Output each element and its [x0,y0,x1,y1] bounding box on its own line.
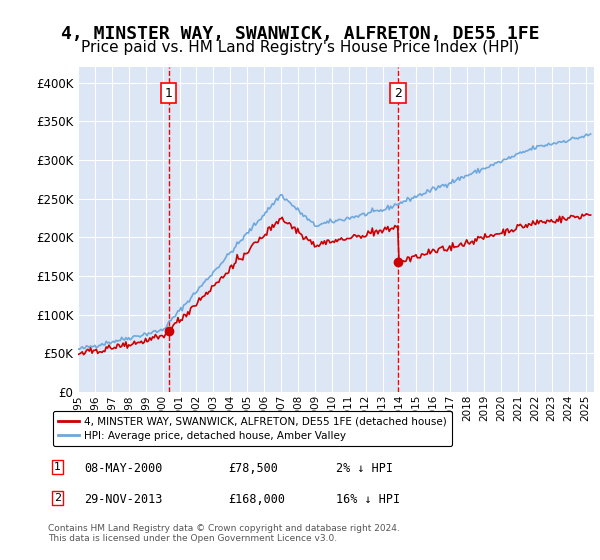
Text: 2% ↓ HPI: 2% ↓ HPI [336,462,393,475]
Text: 1: 1 [164,87,172,100]
Text: 08-MAY-2000: 08-MAY-2000 [84,462,163,475]
Text: 29-NOV-2013: 29-NOV-2013 [84,493,163,506]
Text: 1: 1 [54,462,61,472]
Text: 4, MINSTER WAY, SWANWICK, ALFRETON, DE55 1FE: 4, MINSTER WAY, SWANWICK, ALFRETON, DE55… [61,25,539,43]
Legend: 4, MINSTER WAY, SWANWICK, ALFRETON, DE55 1FE (detached house), HPI: Average pric: 4, MINSTER WAY, SWANWICK, ALFRETON, DE55… [53,411,452,446]
Text: 16% ↓ HPI: 16% ↓ HPI [336,493,400,506]
Text: Contains HM Land Registry data © Crown copyright and database right 2024.
This d: Contains HM Land Registry data © Crown c… [48,524,400,543]
Text: 2: 2 [54,493,61,503]
Text: Price paid vs. HM Land Registry's House Price Index (HPI): Price paid vs. HM Land Registry's House … [81,40,519,55]
Text: £168,000: £168,000 [228,493,285,506]
Text: 2: 2 [394,87,402,100]
Text: £78,500: £78,500 [228,462,278,475]
